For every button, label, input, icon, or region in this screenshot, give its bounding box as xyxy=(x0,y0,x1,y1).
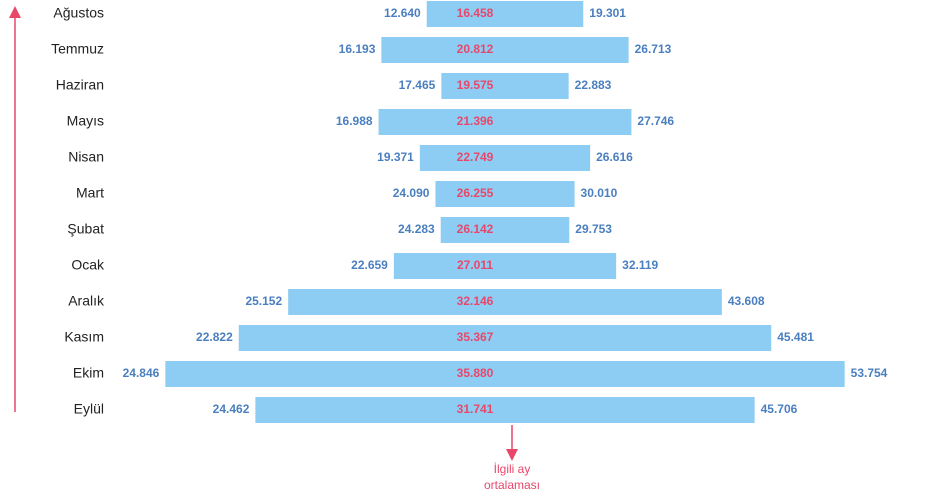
mid-label: 27.011 xyxy=(457,258,493,272)
low-label: 22.822 xyxy=(196,330,233,344)
low-label: 22.659 xyxy=(351,258,388,272)
mid-label: 16.458 xyxy=(457,6,494,20)
bar xyxy=(238,325,772,351)
category-label: Haziran xyxy=(56,77,104,93)
high-label: 19.301 xyxy=(589,6,626,20)
category-label: Ekim xyxy=(73,365,104,381)
category-label: Ocak xyxy=(71,257,105,273)
category-label: Eylül xyxy=(74,401,104,417)
category-label: Kasım xyxy=(64,329,104,345)
low-label: 19.371 xyxy=(377,150,414,164)
mid-label: 26.142 xyxy=(457,222,494,236)
mid-label: 31.741 xyxy=(457,402,494,416)
low-label: 16.988 xyxy=(336,114,373,128)
low-label: 24.283 xyxy=(398,222,435,236)
mid-label: 21.396 xyxy=(457,114,494,128)
bar xyxy=(440,217,570,243)
bar xyxy=(441,73,569,99)
bar xyxy=(393,253,617,279)
high-label: 26.713 xyxy=(635,42,672,56)
high-label: 45.481 xyxy=(777,330,814,344)
low-label: 25.152 xyxy=(245,294,282,308)
bar xyxy=(378,109,632,135)
low-label: 12.640 xyxy=(384,6,421,20)
mid-label: 19.575 xyxy=(457,78,494,92)
high-label: 53.754 xyxy=(851,366,888,380)
mid-label: 35.880 xyxy=(457,366,494,380)
category-label: Ağustos xyxy=(53,5,104,21)
low-label: 16.193 xyxy=(339,42,376,56)
mid-label: 35.367 xyxy=(457,330,494,344)
low-label: 24.462 xyxy=(213,402,250,416)
high-label: 22.883 xyxy=(575,78,612,92)
category-label: Nisan xyxy=(68,149,104,165)
bar xyxy=(381,37,629,63)
bar xyxy=(288,289,722,315)
high-label: 32.119 xyxy=(622,258,658,272)
category-label: Aralık xyxy=(68,293,105,309)
low-label: 24.090 xyxy=(393,186,430,200)
high-label: 43.608 xyxy=(728,294,765,308)
bar xyxy=(255,397,755,423)
mid-label: 20.812 xyxy=(457,42,494,56)
category-label: Mayıs xyxy=(67,113,104,129)
category-label: Mart xyxy=(76,185,104,201)
bar xyxy=(435,181,575,207)
high-label: 45.706 xyxy=(761,402,798,416)
high-label: 27.746 xyxy=(637,114,674,128)
mid-label: 22.749 xyxy=(457,150,494,164)
annotation: İlgili ay xyxy=(494,462,531,476)
high-label: 29.753 xyxy=(575,222,612,236)
category-label: Şubat xyxy=(67,221,104,237)
low-label: 17.465 xyxy=(399,78,436,92)
bar xyxy=(165,361,845,387)
high-label: 30.010 xyxy=(581,186,618,200)
bar xyxy=(426,1,584,27)
category-label: Temmuz xyxy=(51,41,104,57)
mid-label: 26.255 xyxy=(457,186,494,200)
bar xyxy=(419,145,591,171)
annotation: ortalaması xyxy=(484,478,540,492)
low-label: 24.846 xyxy=(123,366,160,380)
mid-label: 32.146 xyxy=(457,294,494,308)
high-label: 26.616 xyxy=(596,150,633,164)
